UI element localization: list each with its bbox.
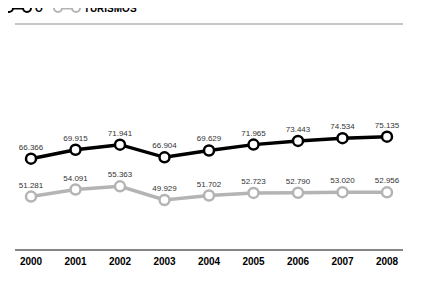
html-text:TURISMOS: TURISMOS (83, 2, 137, 14)
svg-text:71.965: 71.965 (241, 129, 266, 138)
svg-text:71.941: 71.941 (108, 129, 133, 138)
svg-text:73.443: 73.443 (286, 125, 311, 134)
svg-text:2007: 2007 (331, 256, 354, 267)
svg-text:69.915: 69.915 (63, 134, 88, 143)
svg-text:52.790: 52.790 (286, 177, 311, 186)
svg-text:69.629: 69.629 (197, 134, 222, 143)
svg-text:66.366: 66.366 (19, 143, 44, 152)
svg-text:2001: 2001 (64, 256, 87, 267)
svg-text:49.929: 49.929 (152, 184, 177, 193)
html-text:O: O (35, 2, 43, 14)
svg-text:2002: 2002 (109, 256, 132, 267)
svg-text:52.956: 52.956 (375, 176, 400, 185)
svg-text:75.135: 75.135 (375, 121, 400, 130)
svg-text:2003: 2003 (153, 256, 176, 267)
svg-text:51.702: 51.702 (197, 180, 222, 189)
svg-text:74.534: 74.534 (330, 122, 355, 131)
svg-text:54.091: 54.091 (63, 174, 88, 183)
svg-text:2006: 2006 (287, 256, 310, 267)
svg-text:2004: 2004 (198, 256, 221, 267)
svg-text:52.723: 52.723 (241, 177, 266, 186)
svg-text:51.281: 51.281 (19, 181, 44, 190)
svg-text:53.020: 53.020 (330, 176, 355, 185)
svg-text:2005: 2005 (242, 256, 265, 267)
svg-text:55.363: 55.363 (108, 170, 133, 179)
svg-text:2000: 2000 (20, 256, 43, 267)
svg-text:66.904: 66.904 (152, 141, 177, 150)
svg-text:2008: 2008 (376, 256, 399, 267)
